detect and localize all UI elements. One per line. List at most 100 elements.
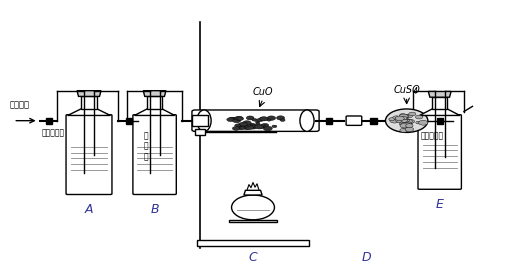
Circle shape: [398, 114, 407, 119]
Text: B: B: [150, 203, 159, 216]
Circle shape: [255, 124, 263, 129]
Ellipse shape: [385, 109, 427, 132]
Circle shape: [256, 118, 263, 122]
Circle shape: [249, 124, 256, 127]
Circle shape: [406, 119, 414, 123]
Circle shape: [244, 125, 253, 129]
FancyBboxPatch shape: [133, 115, 176, 194]
FancyBboxPatch shape: [66, 115, 112, 194]
Circle shape: [235, 119, 239, 121]
Circle shape: [398, 122, 406, 126]
Polygon shape: [229, 220, 276, 222]
Circle shape: [389, 118, 398, 123]
Circle shape: [395, 118, 404, 123]
Ellipse shape: [299, 110, 314, 131]
Polygon shape: [326, 117, 332, 124]
Circle shape: [236, 124, 243, 127]
Text: 浓
硫
酸: 浓 硫 酸: [143, 131, 148, 161]
Circle shape: [388, 118, 394, 121]
Polygon shape: [243, 190, 262, 195]
Polygon shape: [46, 117, 52, 124]
Circle shape: [405, 124, 412, 128]
Circle shape: [402, 119, 408, 122]
Circle shape: [236, 117, 243, 120]
Circle shape: [402, 119, 410, 123]
Circle shape: [251, 119, 257, 121]
Circle shape: [263, 126, 272, 131]
Polygon shape: [370, 117, 376, 124]
Circle shape: [267, 116, 275, 120]
Circle shape: [399, 113, 405, 117]
Circle shape: [237, 127, 243, 130]
Circle shape: [404, 119, 412, 123]
Polygon shape: [436, 117, 442, 124]
Polygon shape: [431, 97, 446, 109]
Circle shape: [246, 124, 255, 128]
Circle shape: [234, 124, 240, 127]
Circle shape: [405, 127, 413, 132]
Circle shape: [256, 123, 260, 125]
Ellipse shape: [196, 110, 211, 131]
Circle shape: [399, 122, 409, 127]
Ellipse shape: [231, 195, 274, 220]
Circle shape: [415, 115, 422, 119]
Text: CuSO: CuSO: [392, 85, 419, 95]
Circle shape: [279, 119, 284, 121]
Circle shape: [403, 119, 409, 122]
Polygon shape: [428, 92, 450, 97]
Circle shape: [261, 124, 265, 126]
Text: 澄清石灰水: 澄清石灰水: [420, 131, 443, 140]
Text: 澄清石灰水: 澄清石灰水: [42, 128, 65, 138]
Circle shape: [246, 116, 254, 120]
FancyBboxPatch shape: [417, 115, 461, 189]
Circle shape: [401, 115, 408, 118]
Circle shape: [266, 119, 271, 121]
Circle shape: [408, 112, 415, 116]
Text: D: D: [361, 251, 371, 264]
Polygon shape: [419, 109, 459, 115]
Circle shape: [401, 119, 408, 122]
FancyBboxPatch shape: [191, 115, 208, 126]
Circle shape: [229, 117, 234, 120]
Circle shape: [260, 126, 264, 128]
Circle shape: [406, 120, 413, 124]
Polygon shape: [147, 96, 162, 109]
Text: 未知气体: 未知气体: [10, 100, 30, 109]
Circle shape: [261, 117, 267, 120]
Text: 4: 4: [413, 87, 417, 96]
Polygon shape: [77, 91, 101, 96]
Circle shape: [402, 122, 411, 126]
FancyBboxPatch shape: [191, 110, 319, 131]
Circle shape: [415, 121, 420, 124]
Circle shape: [400, 119, 407, 122]
Circle shape: [255, 121, 259, 123]
Polygon shape: [143, 91, 166, 96]
Circle shape: [232, 119, 240, 123]
Text: A: A: [84, 203, 93, 216]
Circle shape: [259, 117, 267, 121]
Circle shape: [234, 116, 242, 120]
Circle shape: [245, 124, 252, 127]
Circle shape: [262, 124, 268, 127]
Circle shape: [399, 128, 407, 132]
FancyBboxPatch shape: [345, 116, 361, 125]
Circle shape: [400, 116, 407, 120]
Circle shape: [239, 127, 245, 129]
Polygon shape: [125, 117, 131, 124]
Polygon shape: [68, 109, 110, 115]
Circle shape: [394, 116, 403, 121]
Circle shape: [232, 127, 239, 130]
Circle shape: [242, 123, 250, 127]
Polygon shape: [134, 109, 174, 115]
Text: CuO: CuO: [252, 87, 273, 97]
Circle shape: [399, 124, 408, 128]
Circle shape: [402, 125, 410, 129]
Circle shape: [276, 116, 284, 120]
Polygon shape: [81, 96, 97, 109]
Text: C: C: [248, 251, 257, 264]
Circle shape: [242, 121, 251, 125]
Circle shape: [239, 122, 247, 126]
Circle shape: [392, 116, 399, 120]
Text: E: E: [435, 198, 443, 211]
Circle shape: [259, 117, 264, 119]
